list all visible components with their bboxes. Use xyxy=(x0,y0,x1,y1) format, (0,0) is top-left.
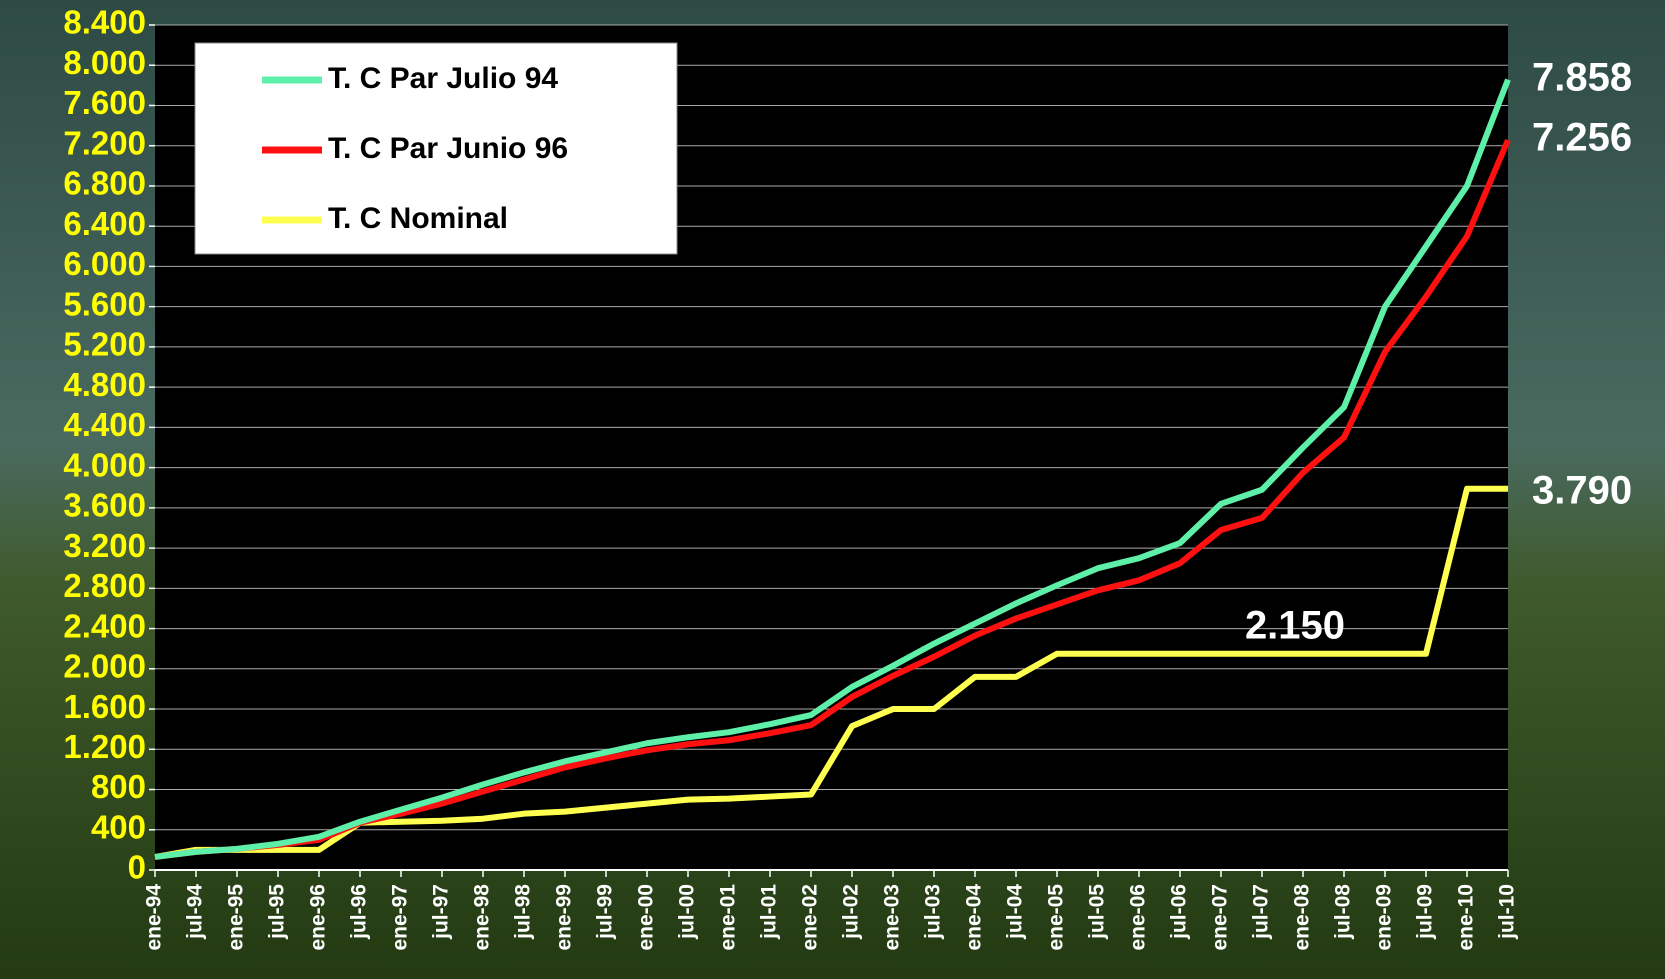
x-tick-label: ene-00 xyxy=(635,884,658,951)
x-tick-label: jul-97 xyxy=(430,884,453,940)
x-tick-label: ene-05 xyxy=(1045,884,1068,951)
legend-label: T. C Par Julio 94 xyxy=(328,62,558,95)
legend-label: T. C Par Junio 96 xyxy=(328,132,568,165)
x-tick-label: ene-10 xyxy=(1455,884,1478,951)
y-tick-label: 4.800 xyxy=(63,366,146,403)
x-tick-label: ene-06 xyxy=(1127,884,1150,951)
x-tick-label: jul-09 xyxy=(1414,884,1437,940)
y-tick-label: 2.800 xyxy=(63,567,146,604)
x-tick-label: ene-94 xyxy=(143,884,166,951)
y-tick-label: 8.000 xyxy=(63,44,146,81)
series-line xyxy=(154,485,1508,860)
x-tick-label: ene-04 xyxy=(963,884,986,951)
x-tick-label: ene-97 xyxy=(389,884,412,951)
x-tick-label: jul-95 xyxy=(266,884,289,940)
annotation: 3.790 xyxy=(1532,469,1632,513)
y-tick-label: 6.800 xyxy=(63,165,146,202)
x-tick-label: jul-04 xyxy=(1004,884,1027,940)
y-tick-label: 4.400 xyxy=(63,406,146,443)
y-tick-label: 400 xyxy=(91,808,146,845)
series-line xyxy=(154,78,1511,860)
y-tick-label: 7.600 xyxy=(63,84,146,121)
x-tick-label: ene-96 xyxy=(307,884,330,951)
x-tick-label: ene-07 xyxy=(1209,884,1232,951)
legend-label: T. C Nominal xyxy=(328,202,508,235)
x-tick-label: jul-99 xyxy=(594,884,617,940)
y-tick-label: 4.000 xyxy=(63,446,146,483)
x-tick-label: ene-98 xyxy=(471,884,494,951)
y-tick-label: 7.200 xyxy=(63,124,146,161)
x-tick-label: jul-94 xyxy=(184,884,207,940)
x-tick-label: jul-10 xyxy=(1496,884,1519,940)
y-tick-label: 2.000 xyxy=(63,648,146,685)
y-tick-label: 6.000 xyxy=(63,245,146,282)
y-tick-label: 2.400 xyxy=(63,607,146,644)
annotation: 2.150 xyxy=(1245,604,1345,648)
y-tick-label: 6.400 xyxy=(63,205,146,242)
y-tick-label: 1.600 xyxy=(63,688,146,725)
x-tick-label: ene-95 xyxy=(225,884,248,951)
x-tick-label: ene-01 xyxy=(717,884,740,951)
x-tick-label: jul-06 xyxy=(1168,884,1191,940)
x-tick-label: jul-08 xyxy=(1332,884,1355,940)
y-tick-label: 800 xyxy=(91,768,146,805)
y-tick-label: 0 xyxy=(128,849,146,886)
x-tick-label: jul-98 xyxy=(512,884,535,940)
x-tick-label: ene-03 xyxy=(881,884,904,951)
x-tick-label: jul-02 xyxy=(840,884,863,940)
y-tick-label: 1.200 xyxy=(63,728,146,765)
annotation: 7.858 xyxy=(1532,56,1632,100)
y-tick-label: 5.600 xyxy=(63,285,146,322)
x-tick-label: jul-01 xyxy=(758,884,781,940)
x-tick-label: ene-09 xyxy=(1373,884,1396,951)
x-tick-label: jul-03 xyxy=(922,884,945,940)
x-tick-label: jul-00 xyxy=(676,884,699,940)
y-tick-label: 5.200 xyxy=(63,326,146,363)
annotation: 7.256 xyxy=(1532,116,1632,160)
x-tick-label: ene-99 xyxy=(553,884,576,951)
y-tick-label: 3.200 xyxy=(63,527,146,564)
y-tick-label: 8.400 xyxy=(63,4,146,41)
x-tick-label: ene-02 xyxy=(799,884,822,951)
x-tick-label: jul-07 xyxy=(1250,884,1273,940)
y-tick-label: 3.600 xyxy=(63,487,146,524)
x-tick-label: ene-08 xyxy=(1291,884,1314,951)
x-tick-label: jul-05 xyxy=(1086,884,1109,940)
x-tick-label: jul-96 xyxy=(348,884,371,940)
